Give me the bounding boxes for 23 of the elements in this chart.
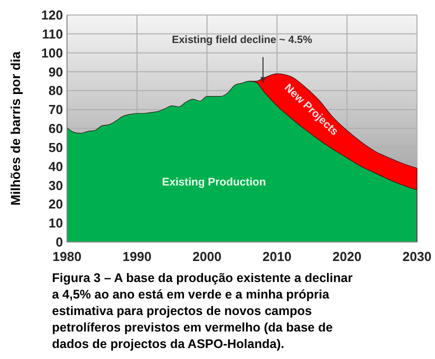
- y-tick-label: 60: [48, 121, 63, 136]
- x-tick-label: 1980: [52, 249, 82, 264]
- y-tick-label: 110: [42, 26, 63, 42]
- y-tick-label: 0: [56, 234, 63, 250]
- y-tick-label: 50: [48, 140, 63, 155]
- y-tick-label: 70: [48, 102, 63, 118]
- x-tick-label: 2020: [332, 249, 362, 264]
- y-tick-label: 90: [48, 64, 63, 80]
- y-tick-label: 80: [48, 83, 63, 98]
- text: Figura 3 – A base da produção existente a declinar a 4,5% ao ano está em verde e a minha própria estimativa para projectos de novos campos petrolíferos previstos em vermelho (da base de dados de projectos da ASPO-Holanda).: [52, 271, 353, 351]
- y-tick-label: 10: [48, 216, 63, 231]
- x-tick-label: 1990: [122, 249, 152, 264]
- y-tick-label: 100: [41, 45, 63, 60]
- series-label: Existing Production: [162, 176, 266, 189]
- y-tick-label: 120: [41, 8, 63, 22]
- y-tick-label: 40: [48, 158, 63, 174]
- y-axis-title: Milhões de barris por dia: [8, 50, 23, 206]
- y-tick-label: 30: [48, 178, 63, 193]
- x-tick-label: 2010: [262, 249, 292, 264]
- annotation: Existing field decline ~ 4.5%: [172, 34, 313, 46]
- x-tick-label: 2000: [192, 249, 222, 264]
- x-tick-label: 2030: [402, 249, 432, 264]
- y-tick-label: 20: [48, 196, 63, 212]
